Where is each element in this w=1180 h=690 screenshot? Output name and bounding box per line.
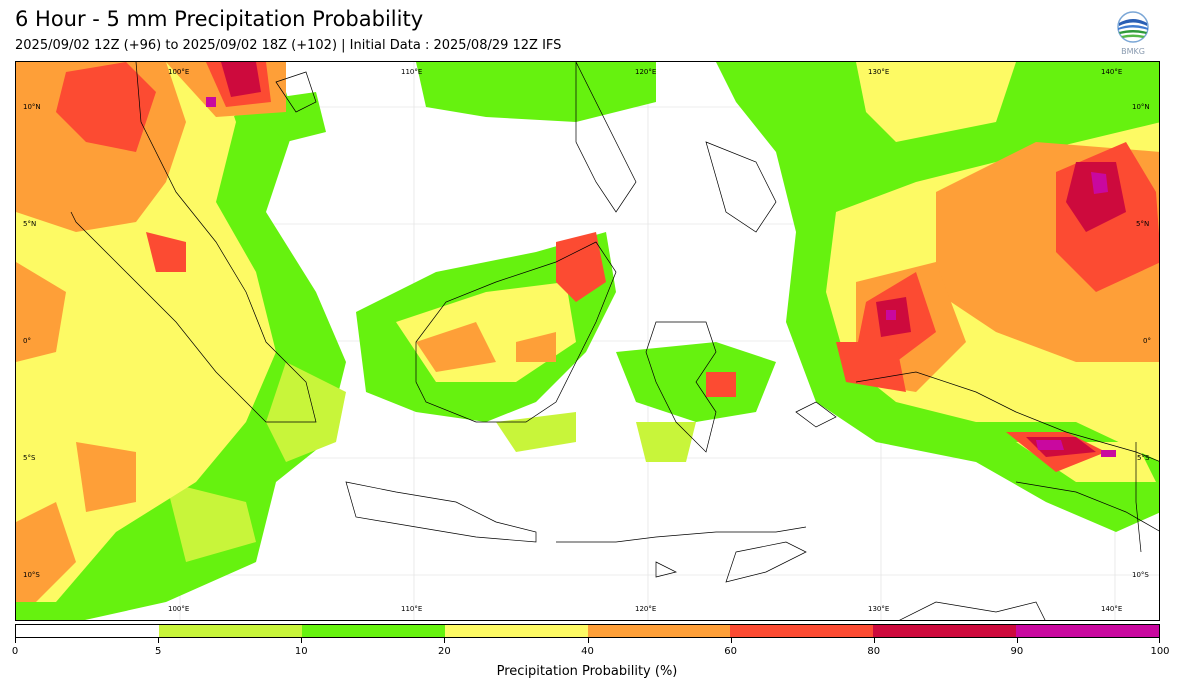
colorbar-segment [301, 625, 445, 637]
colorbar-tick-mark [587, 638, 589, 643]
lon-label-bottom-110: 110°E [401, 605, 423, 613]
lon-label-top-140: 140°E [1101, 68, 1123, 76]
colorbar-tick-mark [301, 638, 303, 643]
colorbar-tick-label: 100 [1150, 646, 1170, 657]
colorbar-segment [1016, 625, 1159, 637]
lon-label-top-130: 130°E [868, 68, 890, 76]
lat-label-left-0: 0° [23, 337, 31, 345]
colorbar [15, 624, 1160, 638]
lat-label-right-0: 0° [1143, 337, 1151, 345]
lat-label-right-5s: 5°S [1137, 454, 1150, 462]
precip-field-90-100 [206, 97, 1116, 457]
colorbar-segment [873, 625, 1017, 637]
lon-label-top-100: 100°E [168, 68, 190, 76]
colorbar-tick-mark [158, 638, 160, 643]
chart-subtitle: 2025/09/02 12Z (+96) to 2025/09/02 18Z (… [15, 38, 562, 53]
lat-label-left-5n: 5°N [23, 220, 37, 228]
colorbar-tick-label: 5 [154, 646, 162, 657]
colorbar-tick-label: 20 [438, 646, 451, 657]
colorbar-title: Precipitation Probability (%) [496, 664, 678, 679]
chart-title: 6 Hour - 5 mm Precipitation Probability [15, 7, 424, 31]
lon-label-bottom-100: 100°E [168, 605, 190, 613]
colorbar-tick-label: 60 [724, 646, 737, 657]
colorbar-tick-mark [1016, 638, 1018, 643]
colorbar-segment [444, 625, 588, 637]
precip-field-80-90 [221, 62, 1126, 457]
lat-label-left-10n: 10°N [23, 103, 41, 111]
colorbar-tick-label: 80 [867, 646, 881, 657]
lat-label-right-10s: 10°S [1132, 571, 1149, 579]
lon-label-bottom-130: 130°E [868, 605, 890, 613]
precipitation-map: 100°E 110°E 120°E 130°E 140°E 100°E 110°… [15, 61, 1160, 621]
precip-field-5-10 [166, 362, 696, 562]
lon-label-bottom-140: 140°E [1101, 605, 1123, 613]
lat-label-left-5s: 5°S [23, 454, 36, 462]
colorbar-tick-mark [730, 638, 732, 643]
lat-label-left-10s: 10°S [23, 571, 40, 579]
colorbar-tick-label: 10 [294, 646, 308, 657]
colorbar-tick-label: 40 [581, 646, 594, 657]
colorbar-segment [587, 625, 731, 637]
map-canvas [16, 62, 1159, 620]
colorbar-tick-mark [1159, 638, 1160, 643]
colorbar-tick-label: 0 [11, 646, 19, 657]
lat-label-right-5n: 5°N [1136, 220, 1150, 228]
colorbar-segment [16, 625, 159, 637]
colorbar-segment [730, 625, 874, 637]
lon-label-top-120: 120°E [635, 68, 657, 76]
lon-label-bottom-120: 120°E [635, 605, 657, 613]
colorbar-tick-mark [873, 638, 875, 643]
bmkg-logo: BMKG [1112, 10, 1154, 56]
colorbar-tick-mark [444, 638, 446, 643]
lat-label-right-10n: 10°N [1132, 103, 1150, 111]
colorbar-tick-mark [15, 638, 16, 643]
colorbar-segment [158, 625, 302, 637]
coastlines [70, 62, 1159, 620]
logo-lettering: BMKG [1121, 47, 1145, 56]
colorbar-tick-label: 90 [1010, 646, 1024, 657]
lon-label-top-110: 110°E [401, 68, 423, 76]
